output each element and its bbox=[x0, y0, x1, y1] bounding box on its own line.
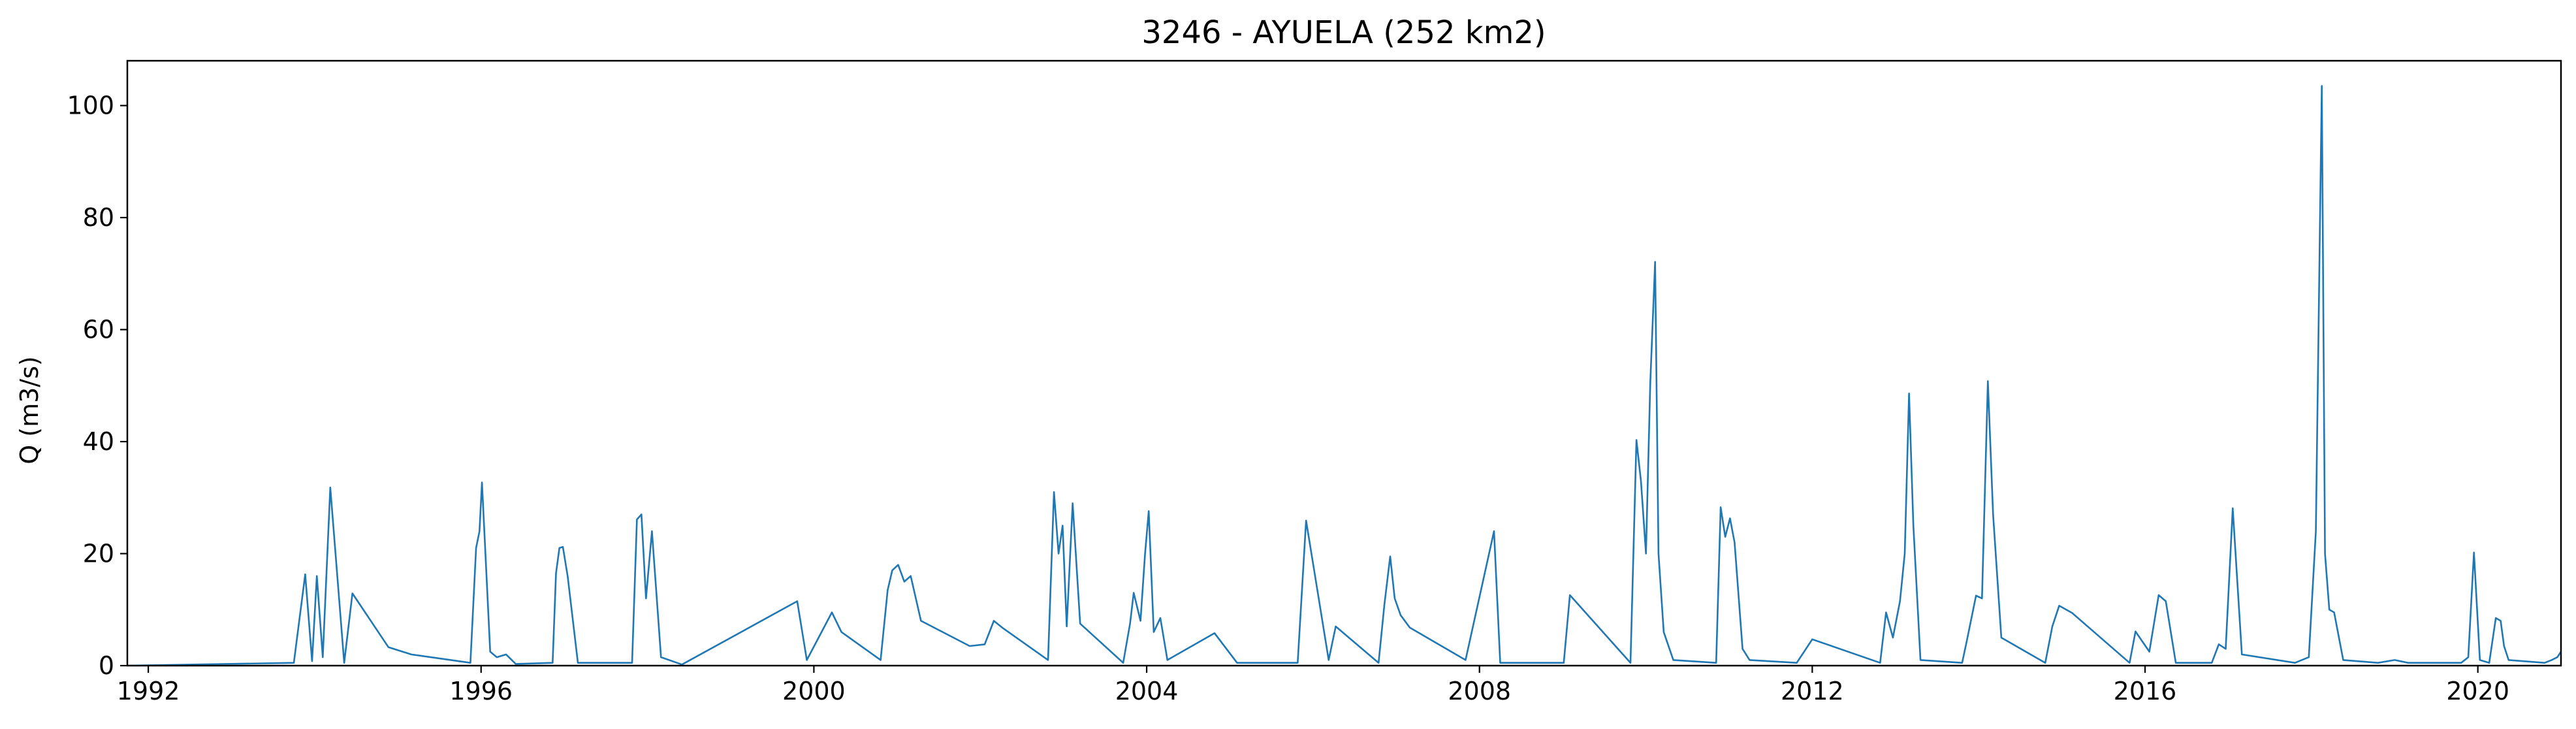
y-tick-label: 60 bbox=[83, 316, 114, 344]
y-tick-label: 100 bbox=[67, 91, 114, 120]
series-layer bbox=[127, 85, 2561, 666]
x-tick-label: 2004 bbox=[1115, 677, 1179, 705]
y-tick-label: 0 bbox=[99, 651, 114, 680]
plot-frame bbox=[126, 59, 2562, 667]
x-tick-label: 2012 bbox=[1781, 677, 1844, 705]
x-axis: 1992 1996 2000 2004 2008 2012 2016 2020 bbox=[117, 666, 2509, 705]
chart-title: 3246 - AYUELA (252 km2) bbox=[1141, 14, 1546, 51]
y-tick-label: 20 bbox=[83, 540, 114, 568]
x-tick-label: 1996 bbox=[449, 677, 513, 705]
x-tick-label: 1992 bbox=[117, 677, 180, 705]
x-tick-label: 2000 bbox=[782, 677, 846, 705]
y-tick-label: 40 bbox=[83, 427, 114, 456]
y-axis: 0 20 40 60 80 100 bbox=[67, 91, 127, 680]
series-line-0 bbox=[127, 85, 2561, 666]
x-tick-label: 2020 bbox=[2446, 677, 2509, 705]
x-tick-label: 2008 bbox=[1448, 677, 1511, 705]
x-tick-label: 2016 bbox=[2114, 677, 2177, 705]
y-axis-label: Q (m3/s) bbox=[15, 356, 44, 464]
y-tick-label: 80 bbox=[83, 203, 114, 232]
